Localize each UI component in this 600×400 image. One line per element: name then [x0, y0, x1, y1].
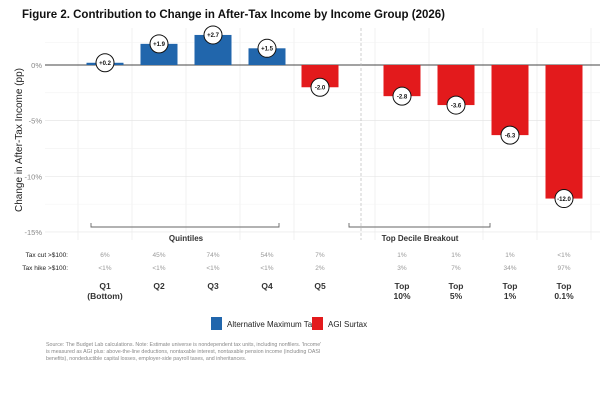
tax-cut-value: 1% [397, 252, 407, 259]
tax-cut-value: 6% [100, 252, 110, 259]
x-tick-label: Top [449, 281, 464, 291]
x-tick-label: Q5 [314, 281, 326, 291]
data-label: +0.2 [99, 61, 112, 67]
data-label: -12.0 [557, 197, 571, 203]
bar [491, 65, 529, 136]
data-label: -6.3 [505, 133, 516, 139]
axis-labels: 0% -5% -10% -15% Tax cut >$100: Tax hike >$10… [22, 61, 574, 301]
y-tick-label: -15% [24, 228, 42, 237]
tax-hike-value: 3% [397, 265, 407, 272]
x-tick-label: Q2 [153, 281, 165, 291]
tax-hike-value: <1% [98, 265, 111, 272]
tax-cut-value: 1% [451, 252, 461, 259]
data-label-bubble [149, 34, 169, 54]
row-label-tax-cut: Tax cut >$100: [26, 252, 69, 259]
y-axis-label: Change in After-Tax Income (pp) [14, 68, 25, 212]
tax-cut-value: 7% [315, 252, 325, 259]
tax-hike-value: 7% [451, 265, 461, 272]
tax-cut-value: <1% [557, 252, 570, 259]
legend-swatch [211, 317, 222, 330]
data-label-bubble [95, 53, 115, 73]
bar [301, 65, 339, 88]
bar [140, 43, 178, 65]
legend-label: Alternative Maximum Tax [227, 320, 316, 329]
source-line: Source: The Budget Lab calculations. Not… [46, 342, 321, 348]
x-tick-label: Top [557, 281, 572, 291]
data-label: -2.0 [315, 86, 326, 92]
data-label-bubble [554, 189, 574, 209]
source-line: is measured as AGI plus: above-the-line … [46, 349, 320, 355]
tax-cut-value: 54% [260, 252, 273, 259]
group-label: Top Decile Breakout [382, 234, 459, 243]
bar [545, 65, 583, 199]
x-tick-label: Q4 [261, 281, 273, 291]
tax-hike-value: 34% [503, 265, 516, 272]
x-tick-label: 0.1% [554, 291, 574, 301]
tax-cut-value: 45% [152, 252, 165, 259]
legend-swatch [312, 317, 323, 330]
data-label: +1.9 [153, 42, 166, 48]
legend: Alternative Maximum Tax AGI Surtax [211, 317, 367, 330]
x-tick-label: Top [503, 281, 518, 291]
x-tick-label: (Bottom) [87, 291, 123, 301]
tax-cut-value: 1% [505, 252, 515, 259]
y-tick-label: 0% [31, 61, 42, 70]
x-tick-label: 10% [393, 291, 410, 301]
x-tick-label: Top [395, 281, 410, 291]
data-label-bubble [500, 125, 520, 145]
legend-label: AGI Surtax [328, 320, 367, 329]
y-tick-label: -10% [24, 172, 42, 181]
tax-hike-value: <1% [206, 265, 219, 272]
x-tick-label: 5% [450, 291, 463, 301]
data-label-bubble [203, 25, 223, 45]
bars [86, 34, 583, 199]
group-label: Quintiles [169, 234, 204, 243]
tax-cut-value: 74% [206, 252, 219, 259]
tax-hike-value: 2% [315, 265, 325, 272]
x-tick-label: 1% [504, 291, 517, 301]
tax-hike-value: <1% [152, 265, 165, 272]
group-bracket [348, 223, 491, 228]
data-label: -2.8 [397, 94, 408, 100]
data-label: +2.7 [207, 33, 220, 39]
source-note: Source: The Budget Lab calculations. Not… [46, 342, 321, 362]
data-label-bubble [392, 86, 412, 106]
y-tick-label: -5% [29, 117, 43, 126]
chart-title: Figure 2. Contribution to Change in Afte… [22, 9, 445, 21]
x-tick-label: Q3 [207, 281, 219, 291]
data-label-bubble [310, 77, 330, 97]
group-bracket [90, 223, 280, 228]
tax-hike-value: 97% [557, 265, 570, 272]
data-labels: +0.2 +1.9 +2.7 +1.5 -2.0 -2.8 -3.6 -6.3 -12.0 [95, 25, 574, 209]
data-label-bubble [257, 38, 277, 58]
data-label-bubble [446, 95, 466, 115]
source-line: benefits), nondeductible capital losses,… [46, 356, 246, 362]
gridlines [45, 28, 600, 240]
data-label: +1.5 [261, 47, 274, 53]
x-tick-label: Q1 [99, 281, 111, 291]
data-label: -3.6 [451, 103, 462, 109]
row-label-tax-hike: Tax hike >$100: [22, 265, 68, 272]
tax-hike-value: <1% [260, 265, 273, 272]
